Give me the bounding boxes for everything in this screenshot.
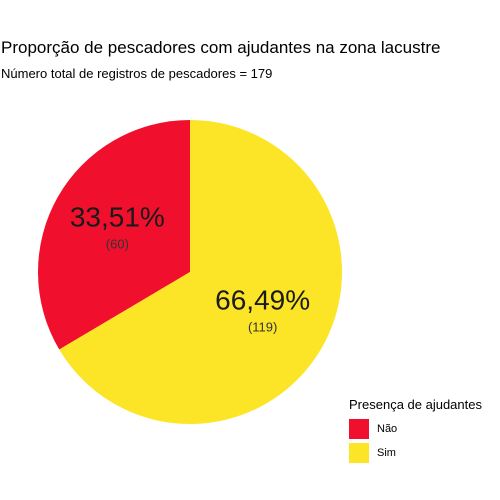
slice-percent-label: 66,49% bbox=[215, 284, 310, 315]
pie-slice-sim bbox=[59, 120, 343, 424]
legend-item-sim: Sim bbox=[349, 443, 482, 463]
legend-swatch bbox=[349, 443, 369, 463]
slice-percent-label: 33,51% bbox=[70, 202, 165, 233]
slice-count-label: (119) bbox=[248, 319, 277, 334]
chart-title: Proporção de pescadores com ajudantes na… bbox=[1, 38, 441, 57]
legend-label: Sim bbox=[377, 447, 396, 459]
legend-title: Presença de ajudantes bbox=[349, 397, 482, 412]
legend: Presença de ajudantes Não Sim bbox=[349, 397, 482, 463]
legend-label: Não bbox=[377, 423, 398, 435]
legend-swatch bbox=[349, 419, 369, 439]
chart-subtitle: Número total de registros de pescadores … bbox=[1, 66, 273, 81]
legend-rows: Não Sim bbox=[349, 419, 482, 463]
pie-slice-não bbox=[37, 120, 190, 350]
legend-item-não: Não bbox=[349, 419, 482, 439]
slice-count-label: (60) bbox=[106, 237, 129, 252]
